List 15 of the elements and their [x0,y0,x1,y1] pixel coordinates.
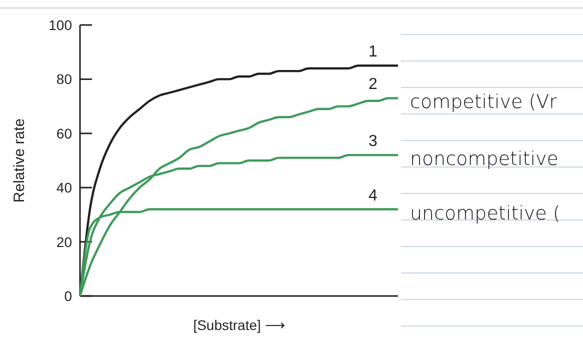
y-tick-label: 0 [64,288,72,304]
y-axis-title: Relative rate [11,118,28,203]
y-tick-label: 60 [56,125,72,142]
y-tick-label: 20 [56,234,72,250]
series-label: 2 [368,76,378,94]
y-tick-label: 80 [56,71,72,88]
series-label: 1 [368,44,378,61]
text: uncompetitive ( [410,202,560,224]
y-tick-label: 40 [56,180,72,196]
text: noncompetitive [410,148,558,170]
series-label: 4 [368,187,378,204]
y-tick-label: 100 [48,17,72,33]
x-axis-title: [Substrate] ⟶ [193,317,285,333]
series-label: 3 [368,133,378,150]
text: competitive (Vr [410,91,558,114]
